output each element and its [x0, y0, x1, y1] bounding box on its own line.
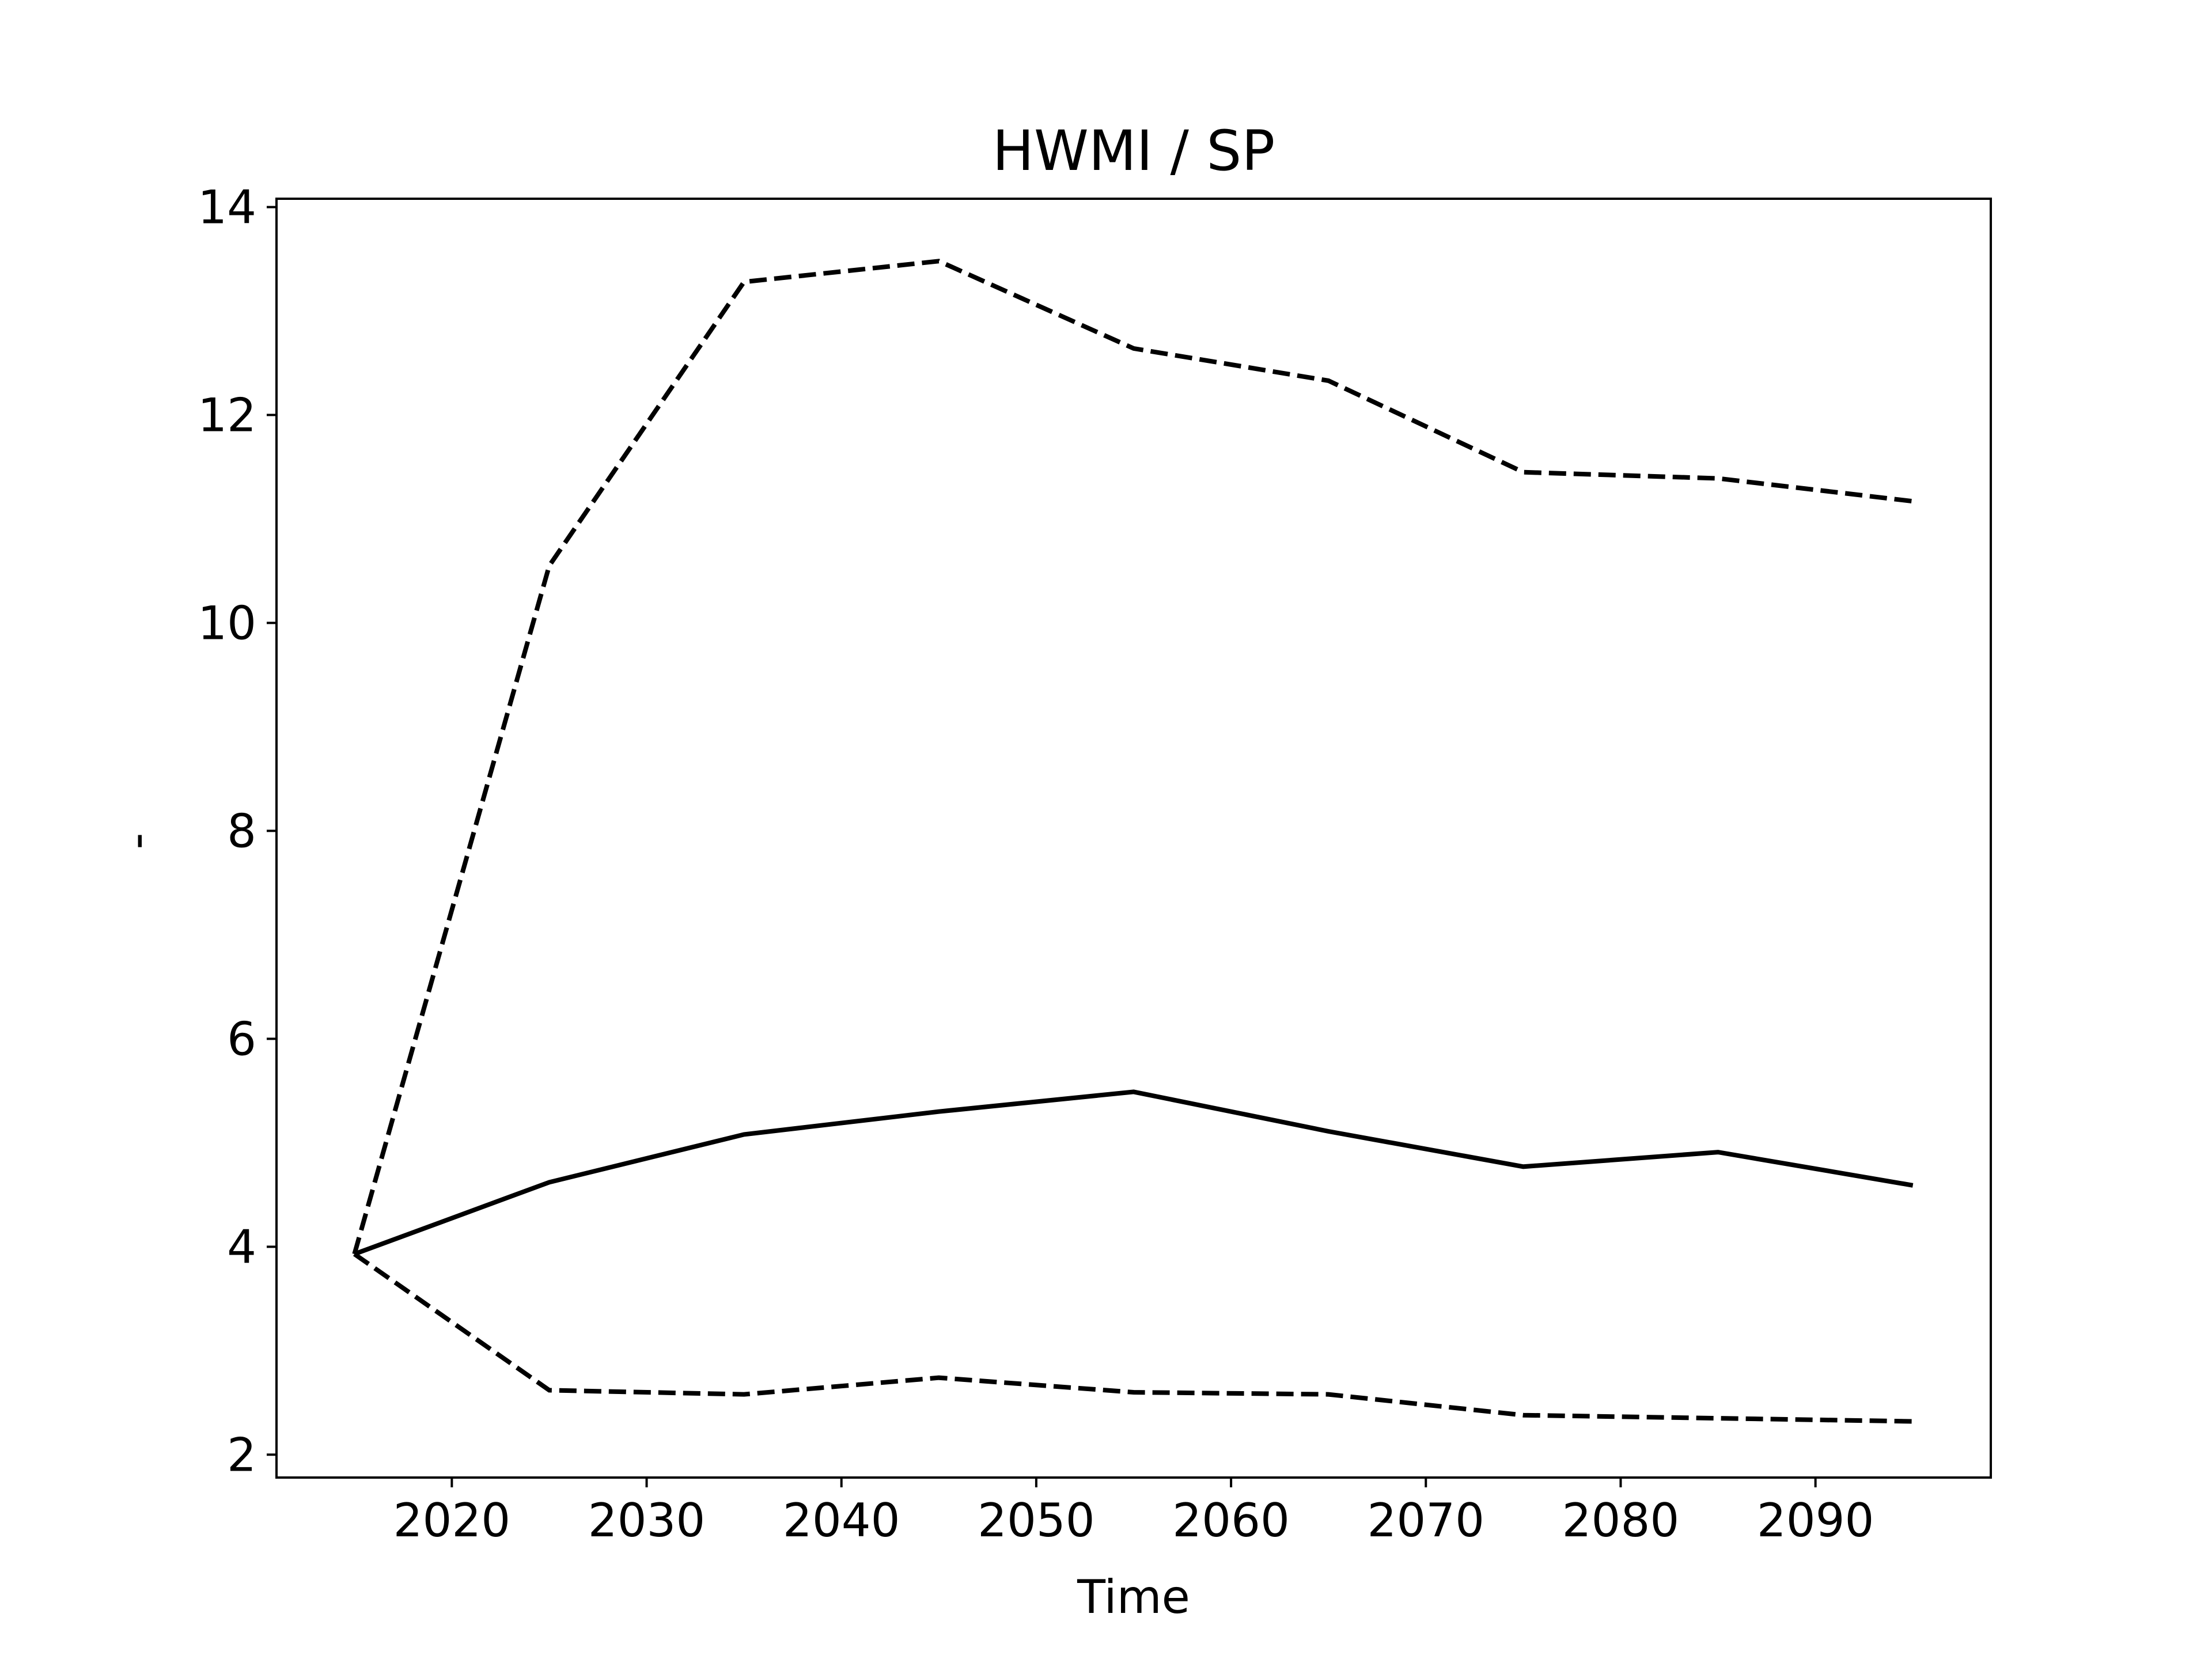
y-axis-title: -	[110, 833, 164, 850]
y-axis-ticks: 2 4 6 8 10 12 14	[198, 180, 276, 1482]
y-tick-label-12: 12	[198, 388, 256, 442]
x-tick-label-2020: 2020	[393, 1494, 511, 1547]
y-tick-label-4: 4	[227, 1220, 256, 1274]
x-tick-label-2040: 2040	[783, 1494, 900, 1547]
plot-area-frame	[275, 198, 1992, 1479]
y-tick-label-14: 14	[198, 180, 256, 234]
y-tick-label-6: 6	[227, 1012, 256, 1066]
x-tick-label-2070: 2070	[1367, 1494, 1484, 1547]
x-tick-label-2090: 2090	[1757, 1494, 1874, 1547]
plot-lines	[352, 259, 1914, 1424]
y-tick-label-2: 2	[227, 1428, 256, 1482]
y-tick-label-8: 8	[227, 804, 256, 858]
x-tick-label-2050: 2050	[978, 1494, 1095, 1547]
series-line-1	[353, 1089, 1914, 1256]
x-axis-ticks: 2020 2030 2040 2050 2060 2070 2080 2090	[393, 1478, 1874, 1547]
x-axis-title: Time	[1077, 1570, 1190, 1624]
y-tick-label-10: 10	[198, 596, 256, 650]
x-tick-label-2060: 2060	[1172, 1494, 1290, 1547]
series-line-2	[352, 259, 1914, 1255]
x-tick-label-2030: 2030	[588, 1494, 706, 1547]
x-tick-label-2080: 2080	[1562, 1494, 1680, 1547]
chart-title: HWMI / SP	[993, 119, 1275, 183]
series-line-3	[353, 1252, 1913, 1424]
